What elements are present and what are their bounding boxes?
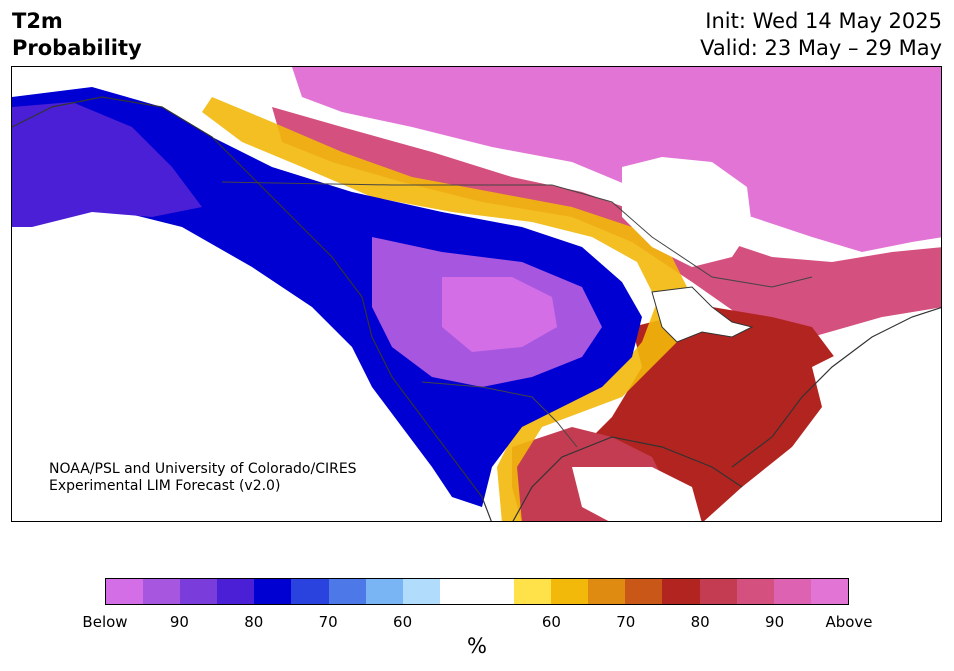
colorbar-segment (291, 579, 329, 604)
colorbar-tick-label: Below (82, 613, 128, 631)
colorbar-segment (180, 579, 218, 604)
valid-range: Valid: 23 May – 29 May (700, 36, 942, 60)
colorbar-segment (328, 579, 366, 604)
colorbar-tick-label: 90 (765, 613, 785, 631)
title-variable: T2m (12, 9, 63, 33)
colorbar-segment (402, 579, 440, 604)
colorbar (105, 578, 849, 605)
colorbar-tick-label: 90 (169, 613, 189, 631)
region-west-below-mid (12, 102, 202, 227)
forecast-dates: Init: Wed 14 May 2025 Valid: 23 May – 29… (700, 8, 942, 62)
coastline (12, 96, 941, 521)
colorbar-segment (810, 579, 848, 604)
great-lakes (651, 286, 754, 343)
colorbar-segment (143, 579, 181, 604)
colorbar-segment (514, 579, 552, 604)
colorbar-segment (365, 579, 403, 604)
atlantic-ocean (714, 317, 941, 521)
init-date: Init: Wed 14 May 2025 (705, 9, 942, 33)
colorbar-unit: % (467, 634, 487, 658)
colorbar-tick-label: 60 (541, 613, 561, 631)
colorbar-segment (476, 579, 515, 604)
colorbar-segment (773, 579, 811, 604)
colorbar-segment (625, 579, 663, 604)
map-canvas (12, 67, 941, 521)
colorbar-segment (217, 579, 255, 604)
colorbar-segment (254, 579, 292, 604)
map-title: T2m Probability (12, 8, 142, 62)
colorbar-tick-label: 70 (616, 613, 636, 631)
colorbar-segment (736, 579, 774, 604)
probability-map (11, 66, 942, 522)
pacific-ocean (12, 227, 471, 521)
credit-line-2: Experimental LIM Forecast (v2.0) (49, 478, 281, 494)
region-transition-band (202, 97, 692, 521)
gulf-of-mexico (572, 467, 702, 521)
credit-text: NOAA/PSL and University of Colorado/CIRE… (49, 461, 357, 495)
colorbar-segment (588, 579, 626, 604)
title-type: Probability (12, 36, 142, 60)
colorbar-tick-label: 80 (690, 613, 710, 631)
region-canada-above (292, 67, 941, 252)
colorbar-segment (551, 579, 589, 604)
colorbar-segment (439, 579, 477, 604)
credit-line-1: NOAA/PSL and University of Colorado/CIRE… (49, 461, 357, 477)
hudson-bay (622, 157, 752, 267)
colorbar-tick-label: Above (825, 613, 873, 631)
colorbar-tick-label: 80 (244, 613, 264, 631)
colorbar-segment (106, 579, 144, 604)
colorbar-tick-label: 70 (318, 613, 338, 631)
us-canada-border (221, 181, 813, 288)
colorbar-segment (662, 579, 700, 604)
colorbar-segment (699, 579, 737, 604)
us-mexico-border (421, 381, 578, 448)
region-plains-below-core (442, 277, 557, 352)
colorbar-tick-label: 60 (393, 613, 413, 631)
